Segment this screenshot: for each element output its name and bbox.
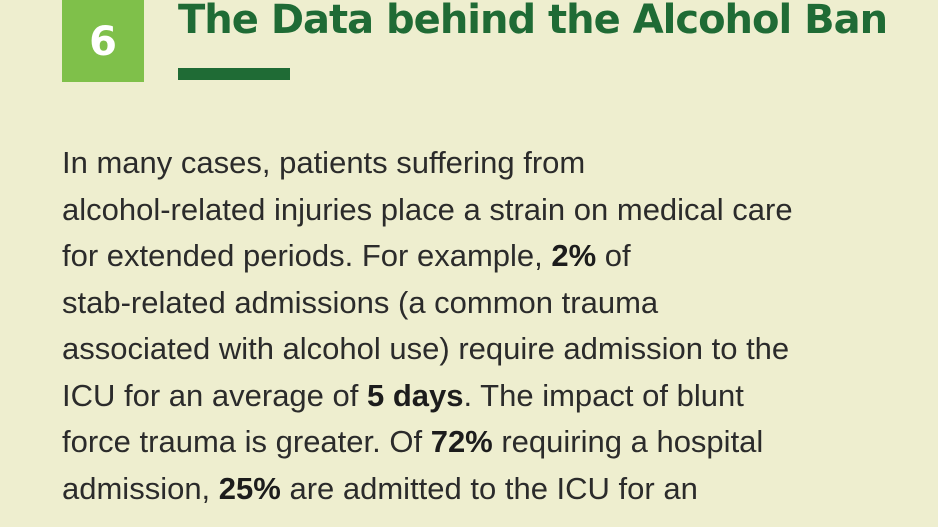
paragraph-line: force trauma is greater. Of 72% requirin…: [62, 419, 922, 466]
paragraph-line: admission, 25% are admitted to the ICU f…: [62, 466, 922, 513]
highlight-stat: 5 days: [367, 377, 464, 413]
body-paragraph: In many cases, patients suffering from a…: [62, 140, 922, 512]
text-run: admission,: [62, 470, 219, 506]
highlight-stat: 72%: [430, 424, 493, 459]
text-run: In many cases, patients suffering from: [62, 145, 586, 180]
text-run: of: [596, 238, 631, 273]
text-run: are admitted to the ICU for an: [280, 470, 698, 506]
paragraph-line: for extended periods. For example, 2% of: [62, 233, 922, 280]
paragraph-line: ICU for an average of 5 days. The impact…: [62, 373, 922, 420]
text-run: for extended periods. For example,: [62, 238, 552, 273]
text-run: ICU for an average of: [62, 377, 367, 413]
text-run: . The impact of blunt: [463, 377, 744, 413]
text-run: requiring a hospital: [492, 424, 764, 459]
title-underline-divider: [178, 68, 290, 80]
text-run: force trauma is greater. Of: [62, 424, 431, 459]
section-title: The Data behind the Alcohol Ban: [178, 0, 888, 43]
paragraph-line: alcohol-related injuries place a strain …: [62, 187, 922, 234]
text-run: associated with alcohol use) require adm…: [62, 331, 790, 366]
text-run: alcohol-related injuries place a strain …: [62, 191, 793, 227]
paragraph-line: In many cases, patients suffering from: [62, 140, 922, 187]
highlight-stat: 2%: [551, 238, 597, 273]
paragraph-line: stab-related admissions (a common trauma: [62, 280, 922, 327]
paragraph-line: associated with alcohol use) require adm…: [62, 326, 922, 373]
text-run: stab-related admissions (a common trauma: [62, 284, 659, 320]
section-number-badge: 6: [62, 0, 144, 82]
highlight-stat: 25%: [218, 470, 281, 506]
section-number: 6: [89, 19, 117, 65]
